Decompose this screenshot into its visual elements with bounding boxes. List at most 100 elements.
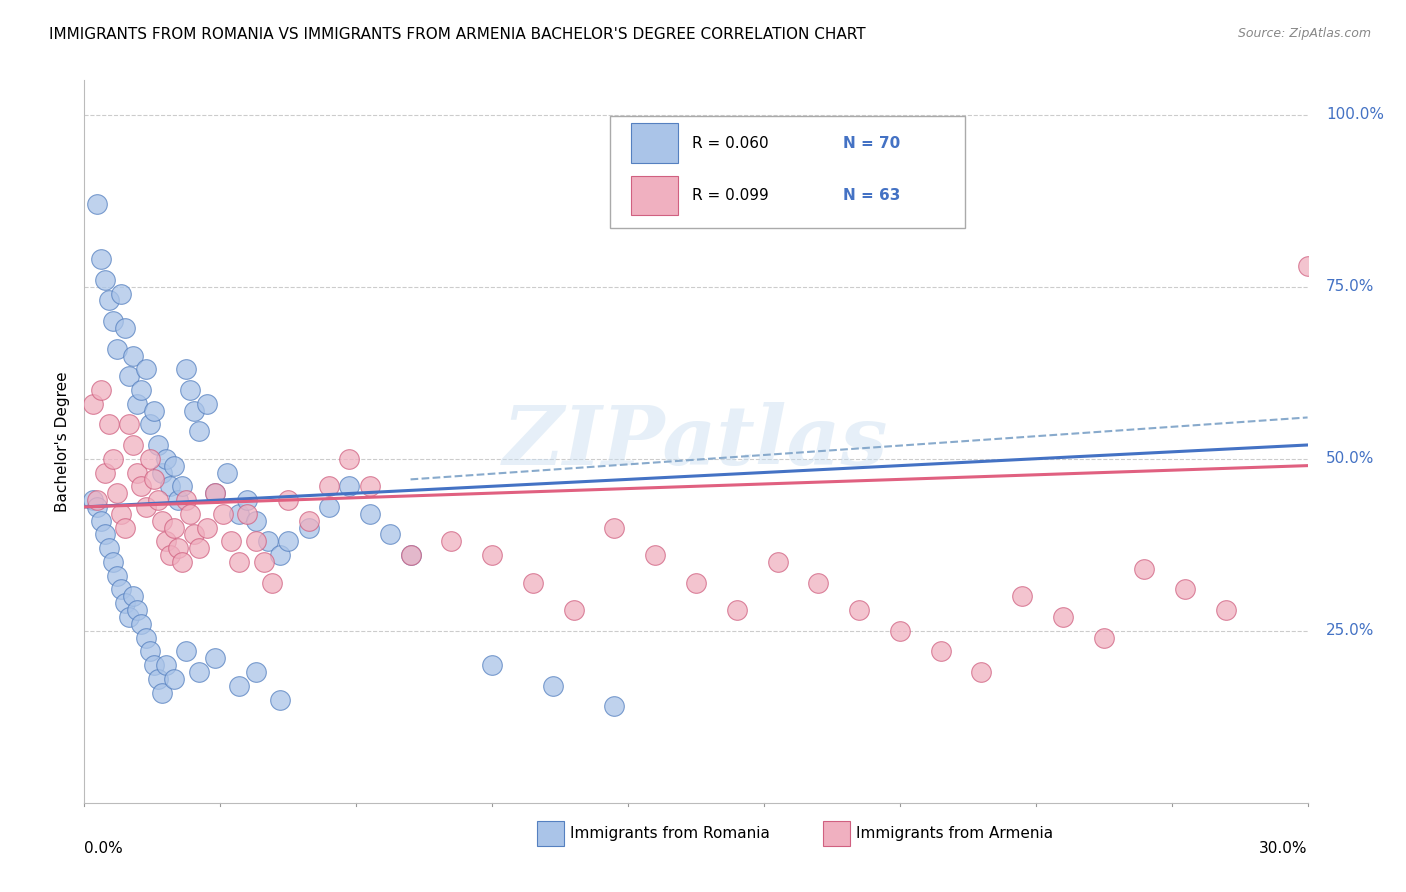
Point (142, 472, 165, 486)
Point (1092, 631, 1115, 645)
Point (86, 197, 108, 211)
Point (277, 534, 299, 549)
Text: 50.0%: 50.0% (1326, 451, 1374, 467)
Point (110, 507, 132, 521)
Point (183, 403, 205, 417)
Point (150, 466, 173, 480)
Point (159, 479, 181, 493)
Point (138, 451, 160, 466)
Point (167, 493, 190, 508)
Point (603, 520, 626, 534)
Point (82, 493, 104, 508)
Point (217, 466, 239, 480)
Point (172, 555, 194, 569)
Point (1296, 259, 1319, 273)
Point (228, 555, 250, 569)
Point (204, 486, 226, 500)
Point (228, 679, 250, 693)
Point (138, 644, 160, 658)
Point (212, 507, 235, 521)
Point (339, 479, 361, 493)
Point (257, 534, 280, 549)
Point (848, 603, 870, 617)
Bar (823, 821, 851, 847)
Point (163, 458, 186, 473)
Point (138, 417, 160, 432)
Point (204, 486, 226, 500)
Point (298, 514, 321, 528)
Text: Immigrants from Armenia: Immigrants from Armenia (856, 826, 1053, 841)
Point (163, 520, 186, 534)
Text: 75.0%: 75.0% (1326, 279, 1374, 294)
Point (1011, 590, 1033, 604)
Y-axis label: Bachelor's Degree: Bachelor's Degree (55, 371, 70, 512)
Point (187, 541, 209, 556)
Point (127, 466, 149, 480)
Point (131, 616, 153, 631)
Point (440, 534, 463, 549)
Point (97, 293, 120, 308)
Point (204, 651, 226, 665)
Point (399, 548, 422, 562)
Point (105, 568, 128, 582)
Text: N = 70: N = 70 (842, 136, 900, 151)
Point (179, 507, 201, 521)
Point (179, 383, 201, 397)
Point (93, 466, 115, 480)
Text: ZIPatlas: ZIPatlas (503, 401, 889, 482)
Point (118, 417, 141, 432)
Point (889, 624, 911, 638)
Text: IMMIGRANTS FROM ROMANIA VS IMMIGRANTS FROM ARMENIA BACHELOR'S DEGREE CORRELATION: IMMIGRANTS FROM ROMANIA VS IMMIGRANTS FR… (49, 27, 866, 42)
Point (155, 534, 177, 549)
Bar (537, 821, 564, 847)
Point (101, 555, 124, 569)
Point (93, 273, 115, 287)
Point (187, 665, 209, 679)
Point (90, 252, 112, 267)
Point (1133, 562, 1156, 576)
Point (105, 486, 128, 500)
Point (685, 575, 707, 590)
FancyBboxPatch shape (610, 116, 965, 228)
Point (114, 596, 136, 610)
Point (298, 520, 321, 534)
Point (122, 438, 145, 452)
Point (187, 424, 209, 438)
Point (195, 520, 218, 534)
Point (725, 603, 748, 617)
Bar (631, 123, 678, 163)
Point (142, 403, 165, 417)
Point (97, 417, 120, 432)
Text: 100.0%: 100.0% (1326, 107, 1384, 122)
Point (228, 507, 250, 521)
Point (219, 534, 242, 549)
Point (90, 383, 112, 397)
Point (110, 582, 132, 597)
Point (644, 548, 666, 562)
Point (260, 575, 283, 590)
Point (101, 451, 124, 466)
Point (245, 665, 267, 679)
Point (163, 672, 186, 686)
Point (318, 479, 340, 493)
Text: R = 0.099: R = 0.099 (692, 188, 769, 203)
Point (269, 692, 291, 706)
Point (142, 658, 165, 673)
Point (277, 493, 299, 508)
Point (766, 555, 789, 569)
Point (318, 500, 340, 514)
Bar (631, 176, 678, 215)
Point (174, 493, 197, 508)
Point (174, 644, 197, 658)
Point (155, 451, 177, 466)
Point (245, 514, 267, 528)
Text: 30.0%: 30.0% (1260, 841, 1308, 856)
Point (562, 603, 585, 617)
Point (522, 575, 544, 590)
Point (236, 507, 259, 521)
Point (236, 493, 259, 508)
Point (174, 362, 197, 376)
Point (101, 314, 124, 328)
Point (380, 527, 402, 541)
Point (359, 507, 381, 521)
